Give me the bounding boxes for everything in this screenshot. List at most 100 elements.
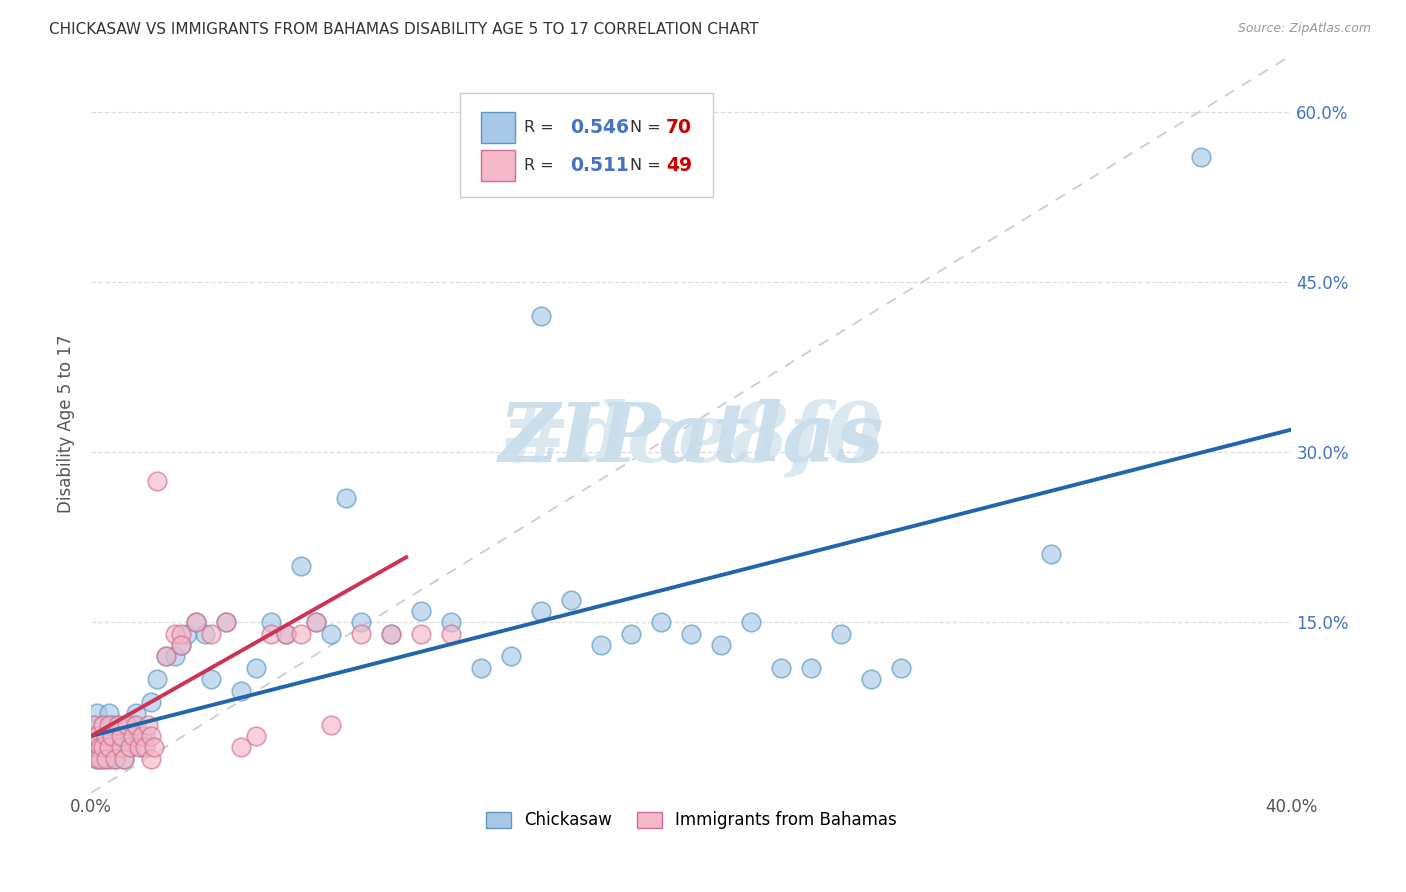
Text: Source: ZipAtlas.com: Source: ZipAtlas.com (1237, 22, 1371, 36)
FancyBboxPatch shape (481, 112, 515, 143)
Point (120, 740, 142, 755)
Point (276, 627, 298, 641)
Point (136, 717, 159, 731)
Point (110, 740, 132, 755)
Point (650, 615, 672, 630)
Point (440, 615, 463, 630)
Point (96, 729, 118, 743)
Point (321, 627, 343, 641)
Point (131, 729, 153, 743)
Point (98, 740, 121, 755)
Point (112, 751, 135, 765)
Point (122, 717, 145, 731)
Point (245, 661, 267, 675)
Point (122, 729, 145, 743)
FancyBboxPatch shape (481, 150, 515, 181)
Point (740, 615, 762, 630)
Point (186, 615, 208, 630)
Point (107, 740, 129, 755)
Text: 0.546: 0.546 (569, 118, 628, 136)
Point (1191, 150, 1213, 164)
Point (80, 729, 103, 743)
Point (231, 683, 253, 698)
Point (560, 592, 582, 607)
Point (276, 627, 298, 641)
Point (101, 729, 124, 743)
Point (170, 627, 193, 641)
Text: 0.511: 0.511 (569, 156, 628, 175)
Point (115, 717, 138, 731)
Point (231, 740, 253, 755)
Point (141, 729, 163, 743)
Point (91, 717, 114, 731)
Point (530, 604, 553, 618)
Point (131, 740, 153, 755)
Text: N =: N = (630, 158, 661, 173)
Point (110, 740, 132, 755)
Text: 70: 70 (666, 118, 692, 136)
Point (86, 706, 108, 721)
Point (1040, 548, 1063, 562)
Point (350, 627, 373, 641)
Legend: Chickasaw, Immigrants from Bahamas: Chickasaw, Immigrants from Bahamas (479, 805, 904, 836)
Point (115, 729, 138, 743)
Point (890, 661, 912, 675)
Point (96, 751, 118, 765)
Point (80, 729, 103, 743)
Point (146, 672, 169, 686)
Point (89, 740, 111, 755)
Point (101, 717, 124, 731)
Point (530, 309, 553, 323)
Point (120, 740, 142, 755)
Point (411, 627, 433, 641)
Point (200, 627, 222, 641)
Point (710, 638, 733, 652)
Point (134, 729, 156, 743)
Point (170, 638, 193, 652)
Point (176, 627, 198, 641)
Point (830, 627, 852, 641)
Point (146, 474, 169, 488)
Text: R =: R = (524, 158, 560, 173)
Point (141, 751, 163, 765)
Text: ZIPatlas: ZIPatlas (499, 399, 884, 479)
Point (110, 729, 132, 743)
Point (83, 717, 105, 731)
Point (86, 751, 108, 765)
Point (98, 706, 121, 721)
Point (591, 638, 613, 652)
Point (380, 627, 402, 641)
Point (96, 729, 118, 743)
Point (155, 649, 177, 664)
Point (143, 740, 166, 755)
Point (134, 740, 156, 755)
Point (91, 751, 114, 765)
Point (89, 751, 111, 765)
Point (107, 717, 129, 731)
Point (860, 672, 883, 686)
Point (321, 717, 343, 731)
Point (83, 740, 105, 755)
Point (96, 740, 118, 755)
Point (83, 740, 105, 755)
Point (800, 661, 823, 675)
Point (380, 627, 402, 641)
Point (91, 740, 114, 755)
Point (89, 729, 111, 743)
Text: 49: 49 (666, 156, 692, 175)
Point (110, 729, 132, 743)
Point (186, 615, 208, 630)
Point (125, 706, 148, 721)
Text: N =: N = (630, 120, 661, 135)
Point (215, 615, 238, 630)
Point (98, 751, 121, 765)
Point (245, 729, 267, 743)
FancyBboxPatch shape (460, 94, 713, 197)
Point (305, 615, 328, 630)
Point (128, 740, 150, 755)
Point (335, 491, 357, 505)
Point (194, 627, 217, 641)
Point (260, 627, 283, 641)
Point (112, 717, 135, 731)
Text: #dce8f0: #dce8f0 (499, 399, 883, 479)
